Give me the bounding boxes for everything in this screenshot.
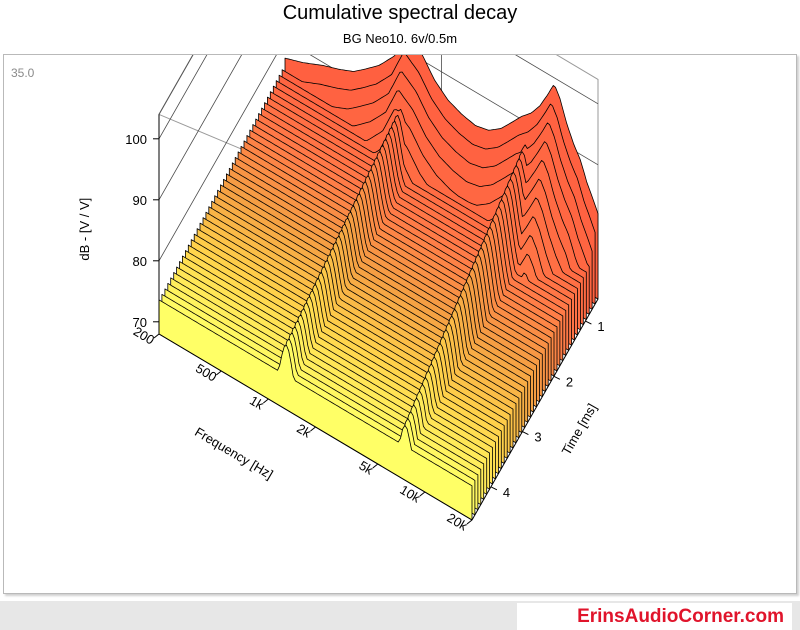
decay-slice <box>158 299 473 521</box>
chart-title: Cumulative spectral decay <box>282 2 518 24</box>
corner-label: 35.0 <box>11 66 35 80</box>
x-tick <box>215 370 222 376</box>
z-tick-label: 80 <box>133 254 147 269</box>
x-tick <box>466 519 473 525</box>
y-tick-label: 4 <box>503 485 510 500</box>
y-tick <box>553 375 561 380</box>
top-edge-line <box>158 55 194 115</box>
chart-subtitle: BG Neo10. 6v/0.5m <box>342 31 458 46</box>
y-tick-label: 1 <box>597 319 604 334</box>
x-tick <box>263 398 269 404</box>
y-axis-line <box>471 298 599 521</box>
x-tick <box>310 426 316 432</box>
z-tick-label: 100 <box>125 132 147 147</box>
x-tick <box>372 463 379 469</box>
z-gridline <box>158 55 599 200</box>
x-tick <box>153 333 160 339</box>
plot-frame: 35.0 70 80 90 100 dB - [V / V] 200 500 1k 2k 5k 10… <box>3 54 797 594</box>
x-axis-label: Frequency [Hz] <box>192 424 275 482</box>
z-axis-label: dB - [V / V] <box>77 198 92 261</box>
x-tick <box>419 491 426 497</box>
y-tick <box>522 431 529 436</box>
decay-slices <box>158 55 599 521</box>
y-tick <box>490 486 498 491</box>
z-gridline <box>158 55 599 139</box>
z-tick-label: 70 <box>133 315 147 330</box>
y-tick-label: 3 <box>534 430 541 445</box>
y-tick <box>585 320 592 325</box>
watermark-text: ErinsAudioCorner.com <box>517 603 792 630</box>
y-axis-label: Time [ms] <box>559 401 600 458</box>
z-tick-label: 90 <box>133 193 147 208</box>
y-tick-label: 2 <box>566 374 573 389</box>
